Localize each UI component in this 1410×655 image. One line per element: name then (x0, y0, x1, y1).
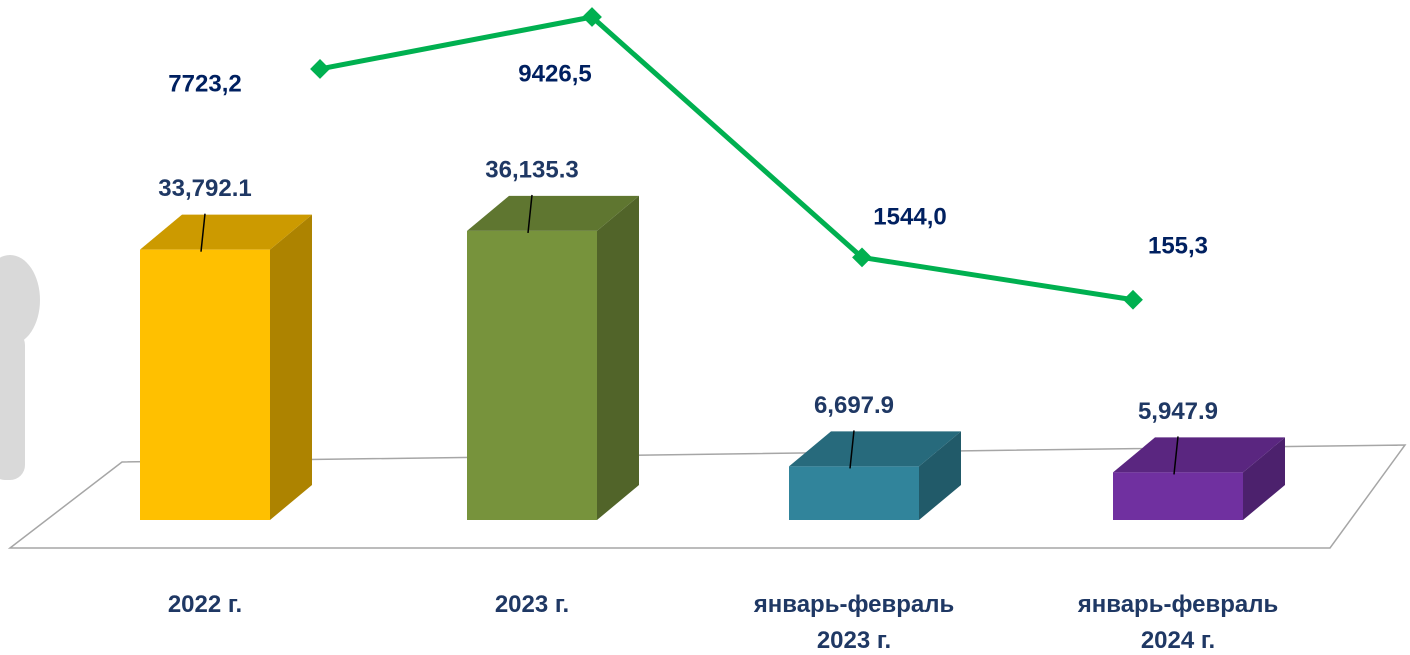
data-label: 6,697.9 (814, 392, 894, 419)
data-label: 9426,5 (518, 60, 591, 87)
data-label: 33,792.1 (158, 175, 251, 202)
chart: 33,792.1 36,135.3 6,697.9 5,947.9 7723,2 9426… (0, 0, 1410, 655)
line-marker (1123, 290, 1143, 310)
x-tick-label: январь-февраль 2024 г. (1058, 587, 1298, 655)
bar (789, 466, 919, 520)
bar-side (597, 196, 639, 520)
bar (1113, 472, 1243, 520)
x-tick-label: 2023 г. (412, 587, 652, 623)
data-label: 7723,2 (168, 70, 241, 97)
data-label: 155,3 (1148, 232, 1208, 259)
bar (140, 250, 270, 520)
line-marker (310, 59, 330, 79)
x-tick-label: 2022 г. (85, 587, 325, 623)
line (320, 17, 1133, 300)
data-label: 1544,0 (873, 203, 946, 230)
data-label: 36,135.3 (485, 156, 578, 183)
data-label: 5,947.9 (1138, 398, 1218, 425)
figure-decoration (0, 255, 40, 480)
bar-side (270, 215, 312, 520)
bar (467, 231, 597, 520)
chart-canvas: 33,792.1 36,135.3 6,697.9 5,947.9 7723,2 9426… (0, 0, 1410, 655)
x-tick-label: январь-февраль 2023 г. (734, 587, 974, 655)
